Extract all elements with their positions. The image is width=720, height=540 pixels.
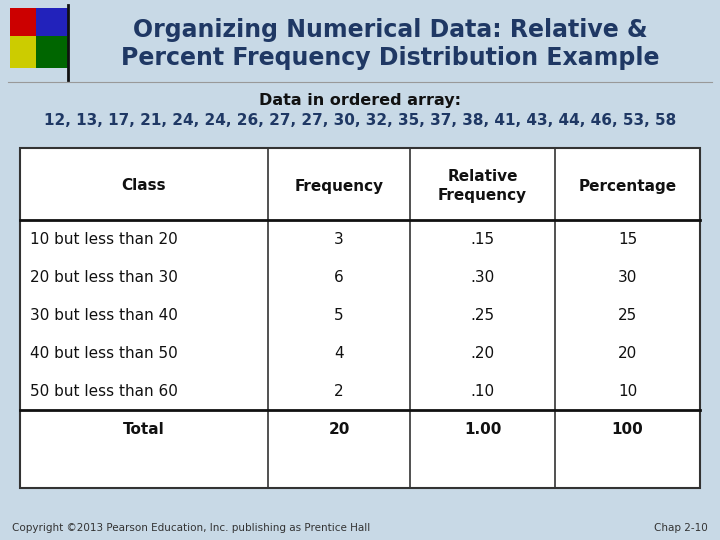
Text: Relative
Frequency: Relative Frequency	[438, 169, 527, 203]
Text: Chap 2-10: Chap 2-10	[654, 523, 708, 533]
Text: Data in ordered array:: Data in ordered array:	[259, 93, 461, 108]
Text: 50 but less than 60: 50 but less than 60	[30, 383, 178, 399]
Text: Percent Frequency Distribution Example: Percent Frequency Distribution Example	[121, 46, 660, 70]
Text: 3: 3	[334, 232, 344, 246]
Bar	[20, 148, 700, 488]
Text: 4: 4	[334, 346, 344, 361]
Bar	[36, 36, 68, 68]
Text: Class: Class	[122, 179, 166, 193]
Bar	[10, 8, 42, 40]
Text: 5: 5	[334, 307, 344, 322]
Text: 20: 20	[328, 422, 350, 436]
Text: 30 but less than 40: 30 but less than 40	[30, 307, 178, 322]
Text: 6: 6	[334, 269, 344, 285]
Bar	[36, 8, 68, 40]
Text: Copyright ©2013 Pearson Education, Inc. publishing as Prentice Hall: Copyright ©2013 Pearson Education, Inc. …	[12, 523, 370, 533]
Text: .25: .25	[470, 307, 495, 322]
Text: Percentage: Percentage	[578, 179, 677, 193]
Text: 10: 10	[618, 383, 637, 399]
Text: 15: 15	[618, 232, 637, 246]
Text: 100: 100	[611, 422, 644, 436]
Text: Organizing Numerical Data: Relative &: Organizing Numerical Data: Relative &	[132, 18, 647, 42]
Text: 20: 20	[618, 346, 637, 361]
Text: .20: .20	[470, 346, 495, 361]
Text: Frequency: Frequency	[294, 179, 384, 193]
Text: 10 but less than 20: 10 but less than 20	[30, 232, 178, 246]
Text: 25: 25	[618, 307, 637, 322]
Text: 12, 13, 17, 21, 24, 24, 26, 27, 27, 30, 32, 35, 37, 38, 41, 43, 44, 46, 53, 58: 12, 13, 17, 21, 24, 24, 26, 27, 27, 30, …	[44, 113, 676, 128]
Text: .10: .10	[470, 383, 495, 399]
Text: 40 but less than 50: 40 but less than 50	[30, 346, 178, 361]
Text: .30: .30	[470, 269, 495, 285]
Text: 20 but less than 30: 20 but less than 30	[30, 269, 178, 285]
Text: 2: 2	[334, 383, 344, 399]
Bar	[10, 36, 42, 68]
Text: 30: 30	[618, 269, 637, 285]
Text: Total: Total	[123, 422, 165, 436]
Text: 1.00: 1.00	[464, 422, 501, 436]
Text: .15: .15	[470, 232, 495, 246]
